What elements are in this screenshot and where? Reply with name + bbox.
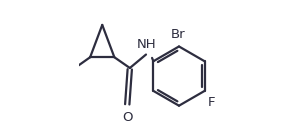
- Text: O: O: [122, 111, 132, 124]
- Text: F: F: [208, 96, 215, 109]
- Text: NH: NH: [137, 38, 157, 51]
- Text: Br: Br: [171, 28, 186, 41]
